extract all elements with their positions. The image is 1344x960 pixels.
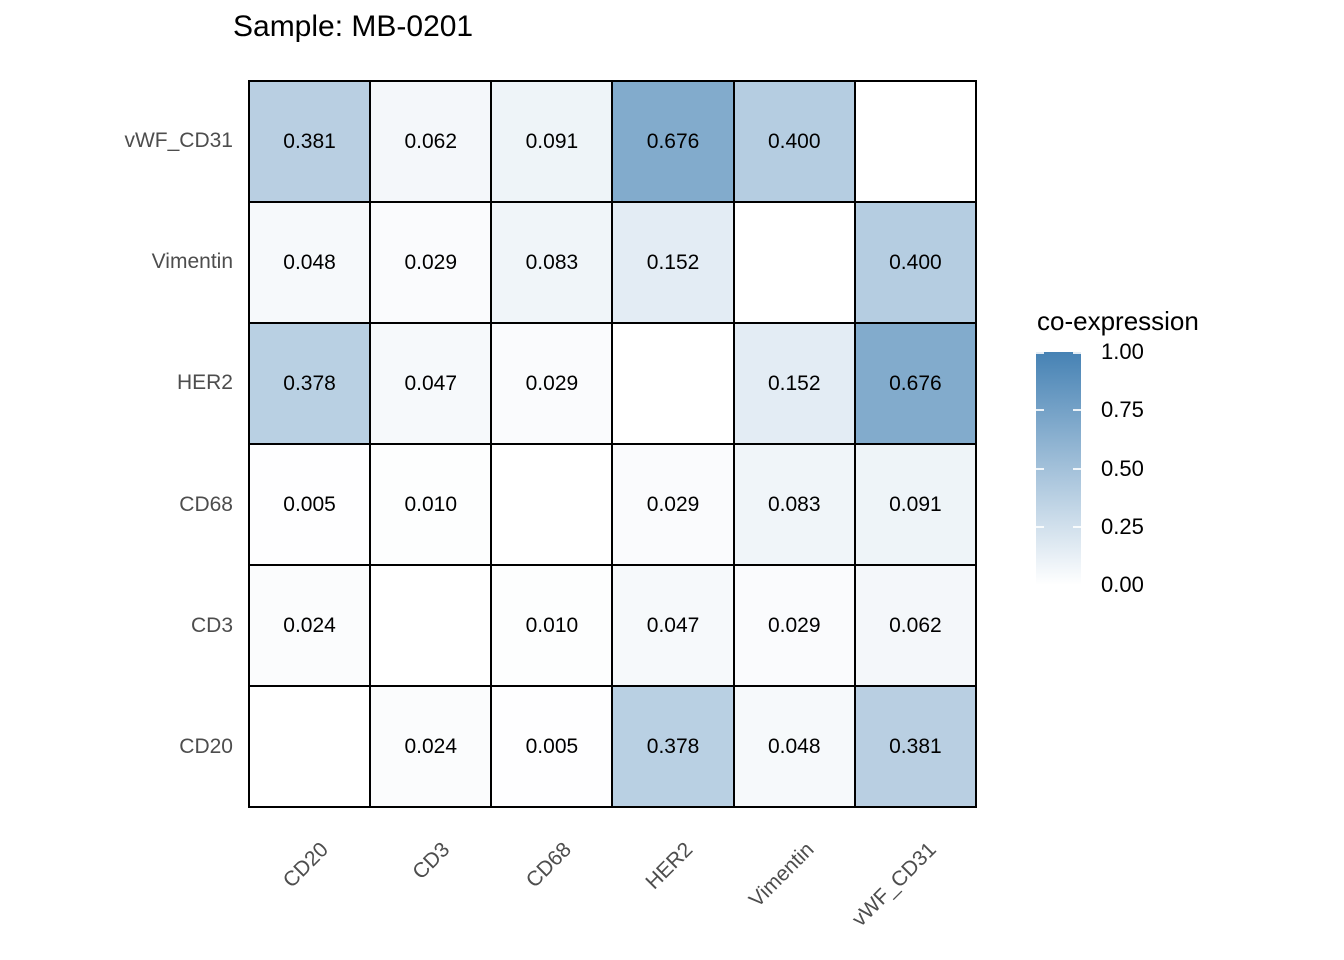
heatmap-cell: 0.005 <box>491 686 613 807</box>
cell-value: 0.091 <box>889 492 942 516</box>
heatmap-cell <box>733 202 855 323</box>
heatmap-cell: 0.048 <box>249 202 371 323</box>
cell-value: 0.029 <box>525 371 579 395</box>
y-axis-label: CD3 <box>190 613 233 637</box>
cell-value: 0.047 <box>404 371 458 395</box>
cell-value: 0.062 <box>889 613 942 637</box>
cell-value: 0.091 <box>525 129 579 153</box>
heatmap-cell: 0.029 <box>370 202 492 323</box>
cell-value: 0.029 <box>404 250 458 274</box>
y-axis-label: Vimentin <box>151 249 233 273</box>
heatmap-cell: 0.378 <box>249 323 371 444</box>
cell-value: 0.400 <box>889 250 942 274</box>
heatmap-cell: 0.047 <box>370 323 492 444</box>
cell-value: 0.005 <box>283 492 336 516</box>
heatmap-cell: 0.048 <box>733 686 855 807</box>
legend-tick-label: 0.75 <box>1101 397 1144 423</box>
heatmap-cell <box>612 323 734 444</box>
heatmap-cell: 0.005 <box>249 444 371 565</box>
legend-tick <box>1036 467 1044 470</box>
legend-tick <box>1073 467 1081 470</box>
heatmap-cell: 0.091 <box>854 444 976 565</box>
heatmap-cell: 0.400 <box>854 202 976 323</box>
legend-tick <box>1073 352 1081 354</box>
x-axis-label: CD3 <box>408 838 455 884</box>
legend-tick <box>1036 409 1044 412</box>
cell-value: 0.010 <box>525 613 579 637</box>
heatmap-cell: 0.024 <box>370 686 492 807</box>
cell-value: 0.152 <box>767 371 821 395</box>
heatmap-cell: 0.029 <box>733 565 855 686</box>
heatmap-cell <box>370 565 492 686</box>
cell-value: 0.381 <box>889 734 942 758</box>
cell-value: 0.029 <box>767 613 821 637</box>
heatmap-cell: 0.010 <box>491 565 613 686</box>
cell-value: 0.676 <box>889 371 942 395</box>
heatmap-cell: 0.400 <box>733 81 855 202</box>
cell-value: 0.152 <box>646 250 700 274</box>
cell-value: 0.381 <box>283 129 336 153</box>
heatmap-cell: 0.047 <box>612 565 734 686</box>
x-axis-label: CD68 <box>521 838 577 893</box>
legend-tick-label: 0.25 <box>1101 513 1144 539</box>
heatmap-cell: 0.029 <box>612 444 734 565</box>
cell-value: 0.024 <box>404 734 458 758</box>
cell-value: 0.048 <box>283 250 336 274</box>
heatmap-grid: 0.381 0.062 0.091 0.676 0.400 0.048 0.029 0.083… <box>248 80 977 808</box>
y-axis-label: vWF_CD31 <box>124 128 233 152</box>
y-axis-label: CD20 <box>179 735 233 759</box>
legend-tick <box>1036 352 1044 354</box>
heatmap-cell <box>249 686 371 807</box>
y-axis-label: CD68 <box>179 492 233 516</box>
y-axis-labels: vWF_CD31 Vimentin HER2 CD68 CD3 CD20 <box>40 80 233 808</box>
heatmap-cell: 0.010 <box>370 444 492 565</box>
heatmap-cell: 0.029 <box>491 323 613 444</box>
legend-tick-label: 1.00 <box>1101 339 1144 364</box>
heatmap-cell <box>491 444 613 565</box>
cell-value: 0.029 <box>646 492 700 516</box>
chart-title: Sample: MB-0201 <box>233 10 474 43</box>
cell-value: 0.676 <box>646 129 700 153</box>
legend-tick-label: 0.50 <box>1101 455 1144 481</box>
legend-tick <box>1073 409 1081 412</box>
cell-value: 0.083 <box>767 492 821 516</box>
heatmap-cell: 0.381 <box>249 81 371 202</box>
heatmap-cell: 0.024 <box>249 565 371 686</box>
x-axis-label: Vimentin <box>745 838 820 912</box>
legend-tick-label: 0.00 <box>1101 572 1144 597</box>
x-axis-label: vWF_CD31 <box>847 838 941 932</box>
heatmap-cell <box>854 81 976 202</box>
heatmap-cell: 0.083 <box>733 444 855 565</box>
legend-gradient-bar <box>1036 352 1081 585</box>
heatmap-cell: 0.378 <box>612 686 734 807</box>
cell-value: 0.400 <box>767 129 821 153</box>
x-axis-label: HER2 <box>641 838 698 894</box>
heatmap-cell: 0.381 <box>854 686 976 807</box>
cell-value: 0.005 <box>525 734 579 758</box>
heatmap-cell: 0.676 <box>854 323 976 444</box>
cell-value: 0.024 <box>283 613 336 637</box>
cell-value: 0.378 <box>283 371 336 395</box>
heatmap-cell: 0.152 <box>733 323 855 444</box>
x-axis-label: CD20 <box>278 838 334 893</box>
cell-value: 0.010 <box>404 492 458 516</box>
y-axis-label: HER2 <box>176 371 233 395</box>
heatmap-cell: 0.091 <box>491 81 613 202</box>
heatmap-cell: 0.676 <box>612 81 734 202</box>
cell-value: 0.048 <box>767 734 821 758</box>
legend-tick <box>1073 525 1081 528</box>
heatmap-cell: 0.083 <box>491 202 613 323</box>
legend-title: co-expression <box>1037 306 1199 336</box>
legend-tick <box>1036 525 1044 528</box>
heatmap-cell: 0.152 <box>612 202 734 323</box>
heatmap-cell: 0.062 <box>370 81 492 202</box>
cell-value: 0.062 <box>404 129 458 153</box>
cell-value: 0.047 <box>646 613 700 637</box>
heatmap-cell: 0.062 <box>854 565 976 686</box>
cell-value: 0.378 <box>646 734 700 758</box>
cell-value: 0.083 <box>525 250 579 274</box>
